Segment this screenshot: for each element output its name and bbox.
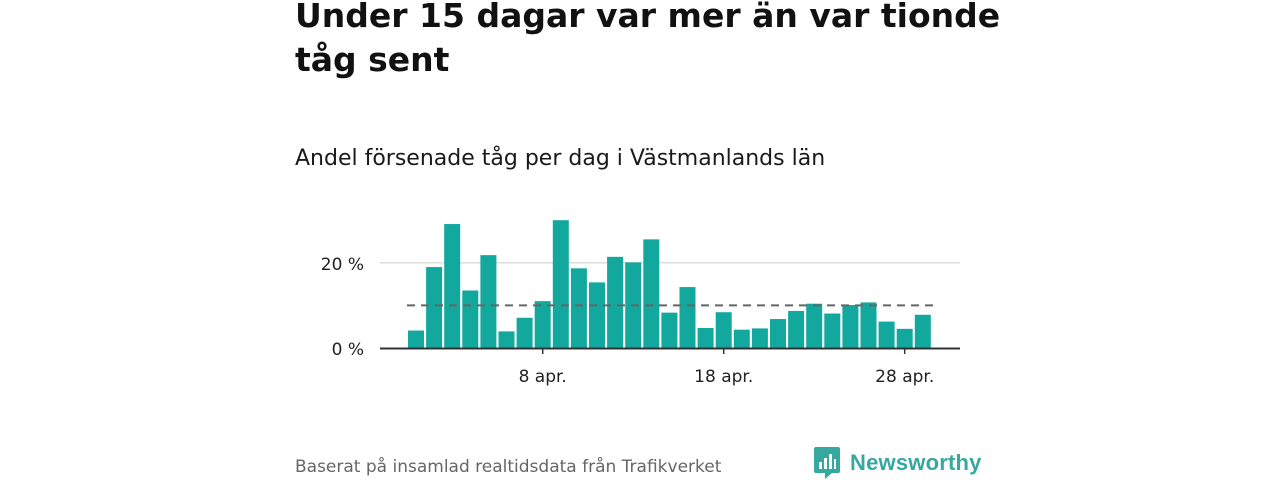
chart-title: Under 15 dagar var mer än var tionde tåg…	[295, 0, 1001, 79]
bar	[860, 302, 877, 348]
bar	[679, 287, 696, 348]
source-note: Baserat på insamlad realtidsdata från Tr…	[295, 457, 722, 477]
x-tick-label: 8 apr.	[519, 367, 567, 387]
bar	[426, 267, 443, 348]
x-tick-label: 28 apr.	[875, 367, 934, 387]
bar	[462, 290, 479, 348]
bar	[570, 268, 587, 348]
bar	[697, 327, 714, 348]
bar	[643, 239, 660, 348]
bar	[516, 317, 533, 348]
newsworthy-logo-icon	[814, 447, 840, 479]
bar	[824, 313, 841, 348]
bar	[788, 310, 805, 348]
bar	[806, 303, 823, 348]
bar	[607, 256, 624, 348]
bar	[914, 314, 931, 348]
bar	[589, 282, 605, 348]
bar	[733, 329, 750, 348]
bar	[896, 328, 913, 348]
bar	[715, 312, 732, 348]
bar	[480, 255, 497, 348]
chart-subtitle: Andel försenade tåg per dag i Västmanlan…	[295, 146, 826, 171]
bar	[444, 224, 461, 348]
bar	[842, 304, 859, 348]
bar	[770, 319, 786, 348]
newsworthy-logo[interactable]: Newsworthy	[814, 447, 982, 479]
bar	[751, 328, 768, 348]
brand-name: Newsworthy	[850, 450, 982, 475]
bar	[534, 301, 551, 348]
bar	[552, 220, 569, 348]
bar	[498, 331, 515, 348]
y-tick-label: 20 %	[321, 255, 364, 275]
x-tick-label: 18 apr.	[694, 367, 753, 387]
bar	[661, 312, 678, 348]
bar	[878, 321, 895, 348]
y-tick-label: 0 %	[332, 340, 364, 360]
bar	[408, 330, 424, 348]
